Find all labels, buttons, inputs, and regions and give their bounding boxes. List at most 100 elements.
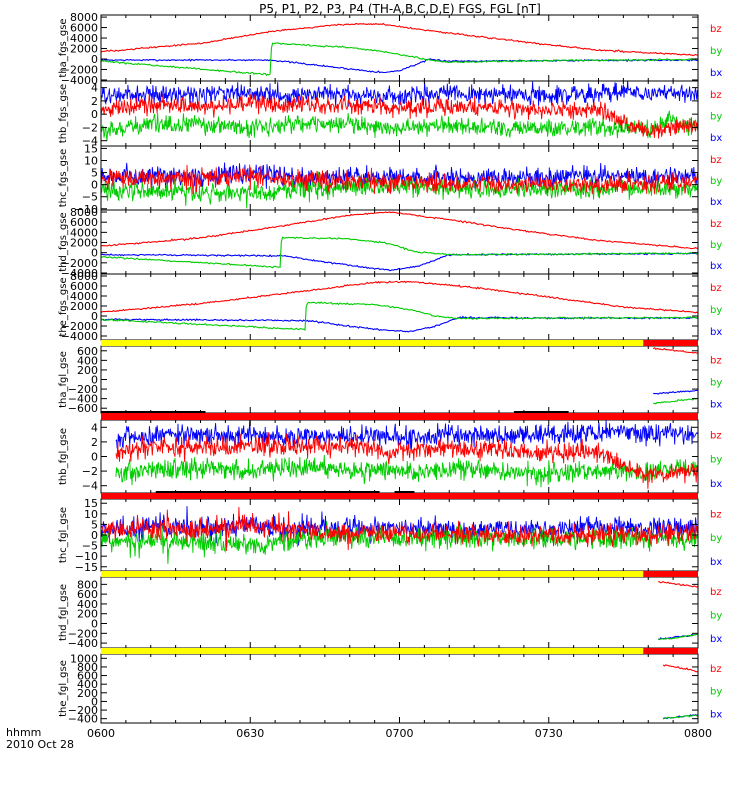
- series-group: [115, 420, 698, 489]
- x-axis: 0600 0630 0700 0730 0800: [87, 727, 712, 740]
- legend-bz: bz: [710, 24, 722, 35]
- y-tick-label: 4: [91, 421, 98, 434]
- panel-frame: [100, 209, 699, 275]
- y-tick-label: −400: [68, 637, 98, 650]
- series-line-by: [101, 236, 698, 269]
- legend-bx: bx: [710, 557, 722, 568]
- y-tick-label: 15: [84, 142, 98, 155]
- y-tick-label: −4000: [61, 267, 98, 280]
- legend-by: by: [710, 176, 722, 187]
- y-tick-label: 1000: [70, 652, 98, 665]
- series-line-bx: [101, 58, 698, 74]
- x-tick-label: 0800: [684, 727, 712, 740]
- y-tick-label: 0: [91, 695, 98, 708]
- mode-bar-mark: [394, 491, 415, 493]
- mode-bar-mark: [155, 491, 380, 493]
- y-tick-label: 600: [77, 670, 98, 683]
- x-tick-label: 0730: [535, 727, 563, 740]
- mode-bar-segment: [643, 648, 698, 654]
- series-line-by: [115, 454, 698, 488]
- y-tick-label: 4000: [70, 290, 98, 303]
- footer-hhmm: hhmm: [6, 726, 41, 739]
- x-tick-label: 0630: [236, 727, 264, 740]
- y-tick-label: 8000: [70, 11, 98, 24]
- y-tick-label: 0: [91, 108, 98, 121]
- legend-by: by: [710, 455, 722, 466]
- legend-bx: bx: [710, 197, 722, 208]
- y-tick-label: 0: [91, 618, 98, 631]
- mode-bar-segment: [101, 571, 644, 577]
- series-group: [101, 280, 698, 333]
- series-line-by: [101, 110, 698, 142]
- series-line-bx: [101, 81, 698, 108]
- legend-bx: bx: [710, 133, 722, 144]
- y-tick-label: 4000: [70, 226, 98, 239]
- y-tick-label: −4: [82, 480, 98, 493]
- y-tick-label: 5: [91, 167, 98, 180]
- legend-bx: bx: [710, 400, 722, 411]
- y-tick-label: 200: [77, 364, 98, 377]
- y-tick-label: −15: [75, 561, 98, 574]
- series-group: [652, 347, 698, 405]
- y-tick-label: 8000: [70, 270, 98, 283]
- series-group: [101, 81, 698, 142]
- y-tick-label: 0: [91, 374, 98, 387]
- y-axis-label: thd_fgs_gse: [58, 212, 69, 271]
- y-tick-label: 4: [91, 82, 98, 95]
- series-line-bz: [101, 92, 698, 139]
- panel-thb_fgl_gse: −4 −20 2 4 thb_fgl_gse bz by bx: [58, 419, 722, 494]
- legend-bz: bz: [710, 355, 722, 366]
- y-axis-label: the_fgl_gse: [58, 660, 69, 717]
- mode-bar: [101, 571, 698, 577]
- y-tick-label: −2000: [61, 63, 98, 76]
- mode-bar-segment: [101, 340, 644, 346]
- series-line-bz: [101, 211, 698, 250]
- legend-bz: bz: [710, 219, 722, 230]
- legend-bx: bx: [710, 261, 722, 272]
- y-tick-label: −200: [68, 627, 98, 640]
- legend-bz: bz: [710, 283, 722, 294]
- x-tick-label: 0600: [87, 727, 115, 740]
- series-line-bz: [101, 164, 698, 195]
- y-tick-label: −10: [75, 203, 98, 216]
- y-tick-label: −2: [82, 465, 98, 478]
- legend-by: by: [710, 611, 722, 622]
- y-tick-label: −2000: [61, 320, 98, 333]
- legend-by: by: [710, 46, 722, 57]
- y-tick-label: −4000: [61, 74, 98, 87]
- series-group: [662, 664, 698, 720]
- y-tick-label: 600: [77, 345, 98, 358]
- y-tick-label: 0: [91, 529, 98, 542]
- y-tick-label: 2: [91, 95, 98, 108]
- footer-date: 2010 Oct 28: [6, 738, 74, 751]
- series-line-by: [101, 520, 698, 564]
- y-axis-label: thd_fgl_gse: [58, 584, 69, 641]
- y-tick-label: −4: [82, 135, 98, 148]
- legend-bx: bx: [710, 327, 722, 338]
- mode-bar-segment: [101, 413, 698, 420]
- y-tick-label: 0: [91, 451, 98, 464]
- series-line-bz: [658, 580, 698, 588]
- y-tick-label: −200: [68, 383, 98, 396]
- panel-frame: [100, 653, 699, 724]
- y-tick-label: 0: [91, 53, 98, 66]
- mode-bar-mark: [513, 411, 569, 413]
- legend-bx: bx: [710, 68, 722, 79]
- mode-bar: [101, 648, 698, 654]
- y-tick-label: −10: [75, 550, 98, 563]
- y-tick-label: 10: [84, 508, 98, 521]
- legend-by: by: [710, 378, 722, 389]
- mode-bar-segment: [101, 648, 644, 654]
- legend-bx: bx: [710, 634, 722, 645]
- mode-bar: [101, 340, 698, 346]
- legend-bz: bz: [710, 155, 722, 166]
- y-tick-label: −5: [82, 540, 98, 553]
- mode-bar: [101, 411, 698, 420]
- y-tick-label: 600: [77, 588, 98, 601]
